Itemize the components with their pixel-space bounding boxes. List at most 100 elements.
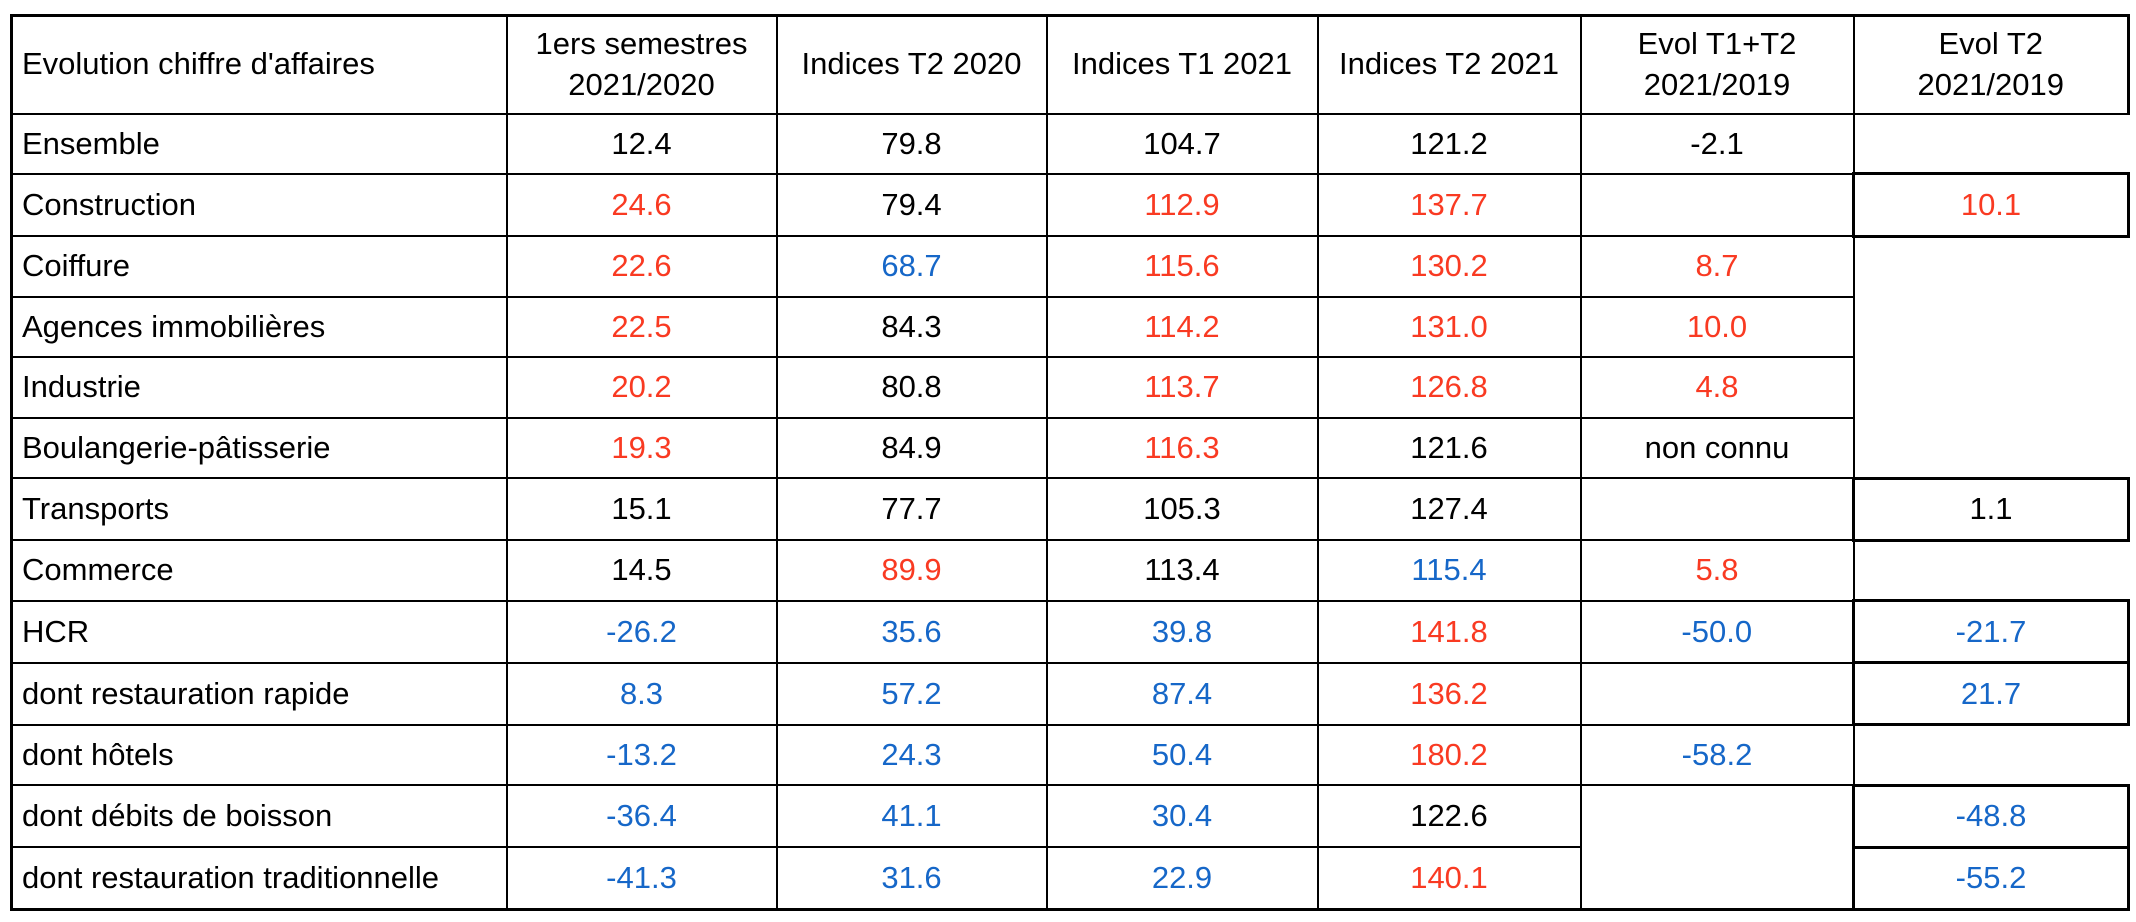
table-cell: 87.4 — [1045, 661, 1319, 726]
table-cell: 57.2 — [775, 661, 1048, 726]
table-cell: 14.5 — [505, 539, 778, 602]
table-cell: 31.6 — [775, 846, 1048, 912]
table-cell: 116.3 — [1045, 416, 1319, 480]
table-cell: 50.4 — [1045, 723, 1319, 787]
table-cell: 15.1 — [505, 476, 778, 542]
table-cell — [1852, 724, 2129, 786]
table-row: Coiffure 22.6 68.7 115.6 130.2 8.7 — [10, 235, 2129, 478]
table-row: Transports 15.1 77.7 105.3 127.4 1.1 — [10, 476, 2130, 542]
row-label: Transports — [10, 476, 508, 542]
table-cell: 21.7 — [1852, 661, 2130, 727]
table-cell: 39.8 — [1045, 599, 1319, 664]
table-row: dont restauration rapide 8.3 57.2 87.4 136.2… — [10, 661, 2130, 727]
table-cell: 22.6 — [505, 235, 778, 298]
table-cell: 112.9 — [1045, 172, 1319, 238]
table-cell: -55.2 — [1852, 845, 2130, 912]
table-cell: 140.1 — [1316, 846, 1582, 912]
row-label: HCR — [10, 599, 508, 664]
table-body: Ensemble 12.4 79.8 104.7 121.2 -2.1 Constructi… — [10, 112, 2130, 912]
table-cell: -41.3 — [505, 846, 778, 912]
table-cell: 84.3 — [775, 295, 1048, 359]
column-header: Indices T1 2021 — [1045, 14, 1319, 115]
table-cell: 10.0 — [1579, 295, 1855, 359]
table-cell: 20.2 — [505, 356, 778, 419]
column-header: Indices T2 2020 — [775, 14, 1048, 115]
table-cell — [1579, 784, 1855, 912]
table-cell: 22.5 — [505, 295, 778, 359]
row-label: Industrie — [10, 356, 508, 419]
column-header: 1ers semestres 2021/2020 — [505, 14, 778, 115]
table-row: Construction 24.6 79.4 112.9 137.7 10.1 — [10, 172, 2130, 238]
column-header: Evol T2 2021/2019 — [1852, 14, 2130, 115]
table-cell: 131.0 — [1316, 295, 1582, 359]
table-row: dont hôtels -13.2 24.3 50.4 180.2 -58.2 — [10, 723, 2129, 787]
table-cell: 4.8 — [1579, 356, 1855, 419]
row-label: Agences immobilières — [10, 295, 508, 359]
table-cell: -50.0 — [1579, 599, 1855, 664]
table-cell — [1852, 113, 2129, 174]
table-row: Ensemble 12.4 79.8 104.7 121.2 -2.1 — [10, 112, 2129, 175]
table-row: Commerce 14.5 89.9 113.4 115.4 5.8 — [10, 539, 2129, 602]
table-cell: 105.3 — [1045, 476, 1319, 542]
table-cell: 8.7 — [1579, 235, 1855, 298]
table-cell: 79.8 — [775, 112, 1048, 175]
table-cell: 77.7 — [775, 476, 1048, 542]
table-cell: -2.1 — [1579, 112, 1855, 175]
row-label: Ensemble — [10, 112, 508, 175]
table-cell: 12.4 — [505, 112, 778, 175]
table-row: Agences immobilières 22.5 84.3 114.2 131.0 10… — [10, 295, 2129, 359]
table-cell: 104.7 — [1045, 112, 1319, 175]
column-header: Indices T2 2021 — [1316, 14, 1582, 115]
table-cell — [1579, 172, 1855, 238]
row-label: Construction — [10, 172, 508, 238]
table-cell: -36.4 — [505, 784, 778, 849]
table-cell: -21.7 — [1852, 599, 2130, 665]
table-cell: 5.8 — [1579, 539, 1855, 602]
row-label: Commerce — [10, 539, 508, 602]
row-label: dont hôtels — [10, 723, 508, 787]
table-cell: 79.4 — [775, 172, 1048, 238]
revenue-evolution-table: Evolution chiffre d'affaires 1ers semestr… — [10, 14, 2130, 912]
table-cell: 130.2 — [1316, 235, 1582, 298]
table-cell: 24.3 — [775, 723, 1048, 787]
table-cell: 22.9 — [1045, 846, 1319, 912]
table-row: Industrie 20.2 80.8 113.7 126.8 4.8 — [10, 356, 2129, 419]
table-cell: 24.6 — [505, 172, 778, 238]
table-cell: 1.1 — [1852, 476, 2130, 542]
row-label: Boulangerie-pâtisserie — [10, 416, 508, 480]
table-cell — [1579, 476, 1855, 542]
column-header: Evol T1+T2 2021/2019 — [1579, 14, 1855, 115]
table-cell: 8.3 — [505, 661, 778, 726]
table-cell: 80.8 — [775, 356, 1048, 419]
table-cell: 121.2 — [1316, 112, 1582, 175]
table-cell: non connu — [1579, 416, 1855, 480]
table-cell: 113.4 — [1045, 539, 1319, 602]
table-cell: 127.4 — [1316, 476, 1582, 542]
table-cell: 113.7 — [1045, 356, 1319, 419]
table-cell: 19.3 — [505, 416, 778, 480]
row-label: dont restauration rapide — [10, 661, 508, 726]
table-cell: 10.1 — [1852, 172, 2130, 238]
row-label: Coiffure — [10, 235, 508, 298]
table-cell: -58.2 — [1579, 723, 1855, 787]
table-row: dont restauration traditionnelle -41.3 31.… — [10, 845, 2130, 912]
row-label: dont restauration traditionnelle — [10, 846, 508, 912]
table-cell: -48.8 — [1852, 783, 2130, 849]
table-cell — [1579, 661, 1855, 726]
table-cell: 180.2 — [1316, 723, 1582, 787]
table-cell: 84.9 — [775, 416, 1048, 480]
table-cell: 68.7 — [775, 235, 1048, 298]
header-row: Evolution chiffre d'affaires 1ers semestr… — [10, 14, 2130, 115]
table-cell: 122.6 — [1316, 784, 1582, 849]
table-cell: -26.2 — [505, 599, 778, 664]
table-cell: 41.1 — [775, 784, 1048, 849]
table-cell: 126.8 — [1316, 356, 1582, 419]
table-row: dont débits de boisson -36.4 41.1 30.4 122.6… — [10, 783, 2130, 912]
table-cell: 137.7 — [1316, 172, 1582, 238]
table-cell: 136.2 — [1316, 661, 1582, 726]
table-cell: 141.8 — [1316, 599, 1582, 664]
table-cell — [1852, 540, 2129, 601]
table-row: HCR -26.2 35.6 39.8 141.8 -50.0 -21.7 — [10, 599, 2130, 665]
column-header: Evolution chiffre d'affaires — [10, 14, 508, 115]
